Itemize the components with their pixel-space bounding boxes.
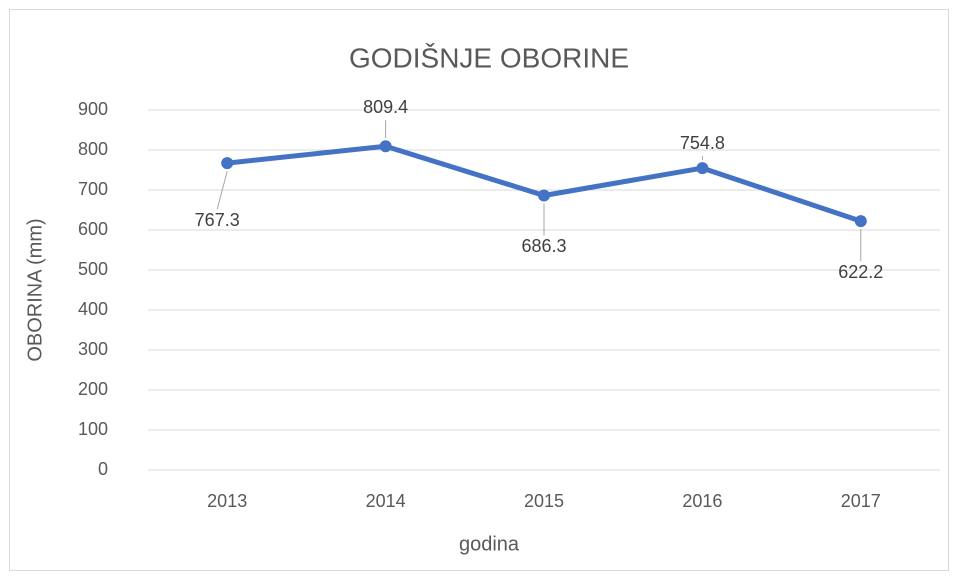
y-tick-label: 0 <box>98 459 108 479</box>
data-label: 622.2 <box>838 262 883 282</box>
x-tick-label: 2015 <box>524 491 564 511</box>
y-tick-label: 900 <box>78 99 108 119</box>
point <box>696 162 709 175</box>
data-label: 686.3 <box>521 236 566 256</box>
y-tick-label: 600 <box>78 219 108 239</box>
y-tick-label: 100 <box>78 419 108 439</box>
point <box>221 157 234 170</box>
point <box>379 140 392 153</box>
data-label: 809.4 <box>363 97 408 117</box>
point <box>854 215 867 228</box>
x-tick-label: 2014 <box>366 491 406 511</box>
x-tick-label: 2017 <box>841 491 881 511</box>
x-tick-label: 2013 <box>207 491 247 511</box>
chart-title: GODIŠNJE OBORINE <box>349 42 629 73</box>
x-tick-label: 2016 <box>682 491 722 511</box>
data-label: 754.8 <box>680 133 725 153</box>
y-tick-label: 200 <box>78 379 108 399</box>
point <box>538 189 550 202</box>
data-label: 767.3 <box>195 210 240 230</box>
y-tick-label: 500 <box>78 259 108 279</box>
y-tick-label: 400 <box>78 299 108 319</box>
leader-line <box>216 170 228 210</box>
y-tick-label: 300 <box>78 339 108 359</box>
y-tick-label: 800 <box>78 139 108 159</box>
y-axis-label: OBORINA (mm) <box>24 218 46 361</box>
x-axis-label: godina <box>459 533 520 555</box>
y-tick-label: 700 <box>78 179 108 199</box>
chart-border <box>9 9 949 571</box>
